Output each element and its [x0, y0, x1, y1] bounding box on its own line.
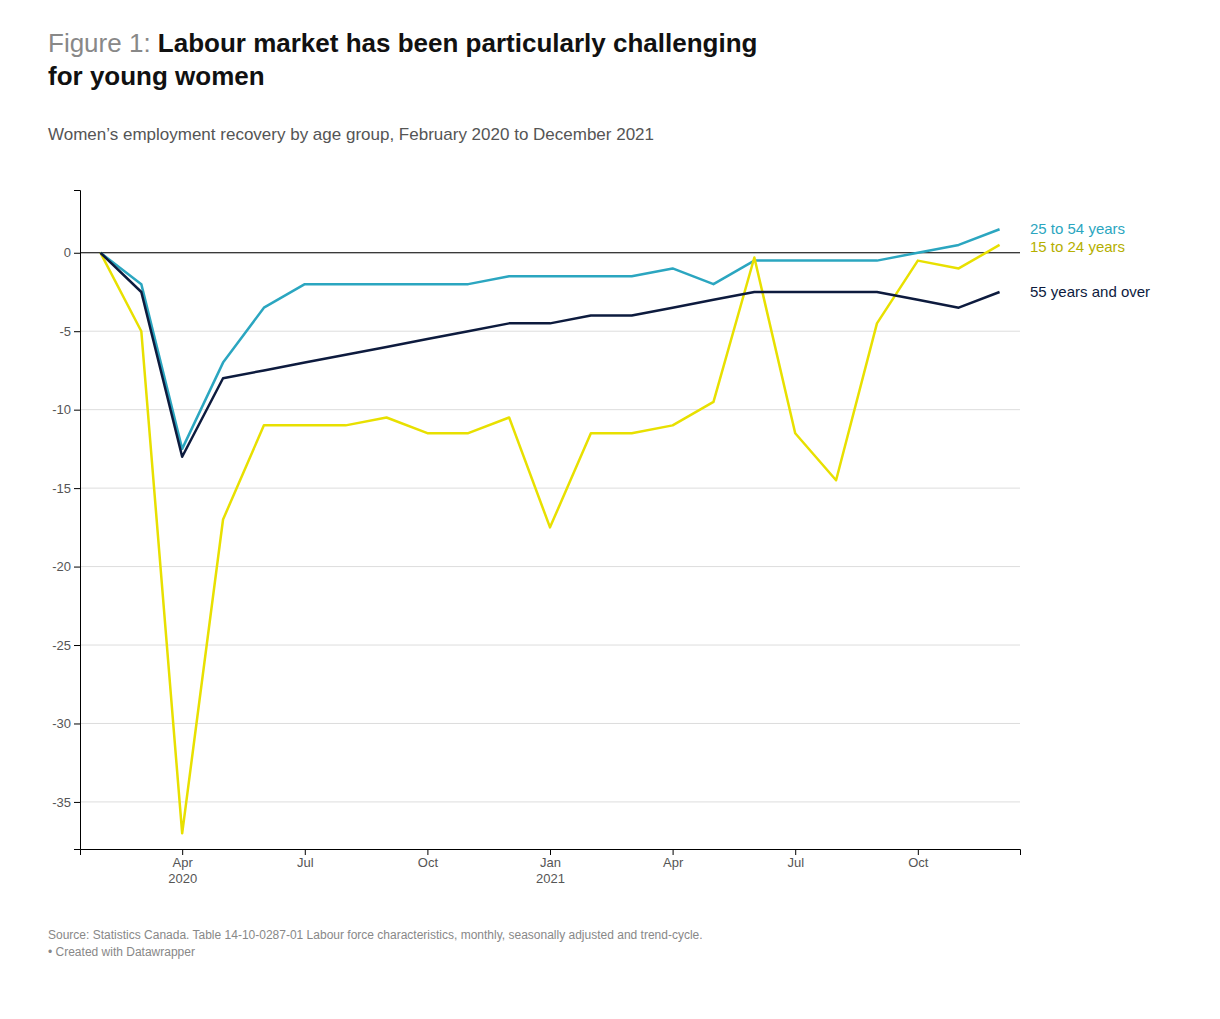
x-tick-label: Apr2020 — [168, 855, 197, 886]
grid-line — [80, 566, 1020, 567]
x-tick-label: Oct — [908, 855, 929, 870]
x-tick: Apr — [663, 849, 684, 870]
x-tick: Apr2020 — [168, 849, 197, 886]
grid-line — [80, 723, 1020, 724]
x-tick-mark — [550, 849, 551, 855]
y-tick-label: -10 — [52, 402, 71, 417]
source: Source: Statistics Canada. Table 14-10-0… — [48, 928, 703, 959]
x-tick-mark — [427, 849, 428, 855]
series-labels: 25 to 54 years15 to 24 years 55 years and… — [1030, 220, 1150, 300]
x-axis: Apr2020 Jul Oct Jan2021 Apr Jul Oct — [81, 849, 1021, 886]
y-axis-line — [74, 191, 81, 850]
y-tick-mark — [74, 567, 80, 568]
y-tick-label: -20 — [52, 559, 71, 574]
y-tick-mark — [74, 723, 80, 724]
x-axis-line — [81, 850, 1021, 856]
y-tick-mark — [74, 645, 80, 646]
y-axis: 0 -5 -10 -15 -20 -25 -30 -35 — [52, 191, 80, 850]
x-tick-mark — [182, 849, 183, 855]
lines — [80, 229, 1020, 833]
x-tick-mark — [305, 849, 306, 855]
x-tick-label: Jul — [297, 855, 314, 870]
plot: 0 -5 -10 -15 -20 -25 -30 -35 Apr2020 Jul Oct Jan202… — [52, 191, 1150, 886]
x-tick-label: Jul — [787, 855, 804, 870]
grid-line — [80, 409, 1020, 410]
y-tick: -25 — [52, 638, 80, 653]
y-tick-label: -25 — [52, 638, 71, 653]
series-label: 15 to 24 years — [1030, 238, 1125, 255]
series-label: 55 years and over — [1030, 283, 1150, 300]
y-tick: 0 — [64, 245, 80, 260]
grid-line — [80, 331, 1020, 332]
x-tick: Jul — [297, 849, 314, 870]
y-tick-label: -15 — [52, 481, 71, 496]
y-tick-mark — [74, 410, 80, 411]
y-tick: -20 — [52, 559, 80, 574]
series-label: 25 to 54 years — [1030, 220, 1125, 237]
x-tick-mark — [795, 849, 796, 855]
x-tick: Jan2021 — [536, 849, 565, 886]
title: Labour market has been particularly chal… — [48, 28, 757, 91]
x-tick-label: Jan2021 — [536, 855, 565, 886]
series-line — [100, 245, 999, 833]
zero-line — [80, 252, 1020, 253]
y-tick-mark — [74, 253, 80, 254]
y-tick: -30 — [52, 716, 80, 731]
chart: Labour market has been particularly chal… — [0, 0, 1220, 1019]
x-tick: Jul — [787, 849, 804, 870]
x-tick: Oct — [418, 849, 439, 870]
x-tick-label: Oct — [418, 855, 439, 870]
y-tick-label: 0 — [64, 245, 71, 260]
x-tick-label: Apr — [663, 855, 684, 870]
y-tick-label: -35 — [52, 795, 71, 810]
x-tick: Oct — [908, 849, 929, 870]
y-tick-mark — [74, 488, 80, 489]
subtitle: Women’s employment recovery by age group… — [48, 125, 654, 144]
grid-line — [80, 252, 1020, 253]
title-prefix: Figure 1: — [48, 28, 158, 58]
grid-line — [80, 488, 1020, 489]
y-tick-label: -5 — [59, 324, 71, 339]
y-tick-mark — [74, 331, 80, 332]
y-tick: -15 — [52, 481, 80, 496]
y-tick-mark — [74, 802, 80, 803]
y-tick-label: -30 — [52, 716, 71, 731]
y-tick: -5 — [59, 324, 80, 339]
y-tick: -35 — [52, 795, 80, 810]
series-line — [100, 253, 999, 457]
grid-line — [80, 645, 1020, 646]
x-tick-mark — [673, 849, 674, 855]
series-line — [100, 229, 999, 449]
y-tick: -10 — [52, 402, 80, 417]
grid-line — [80, 801, 1020, 802]
x-tick-mark — [918, 849, 919, 855]
